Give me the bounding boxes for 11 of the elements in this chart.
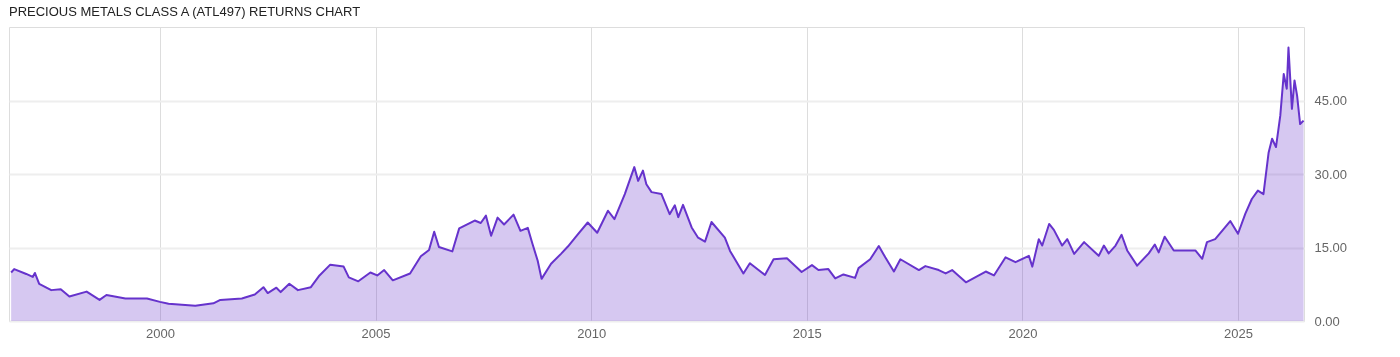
x-tick-label: 2000 [145, 325, 175, 341]
y-tick-label: 15.00 [1314, 240, 1348, 255]
x-tick-label: 2005 [361, 325, 391, 341]
x-tick-label: 2025 [1224, 325, 1253, 341]
x-tick-label: 2020 [1008, 325, 1038, 341]
y-tick-label: 30.00 [1314, 166, 1348, 182]
chart-title: PRECIOUS METALS CLASS A (ATL497) RETURNS CHART [9, 4, 361, 19]
y-tick-label: 45.00 [1314, 93, 1348, 108]
x-tick-label: 2010 [577, 325, 607, 341]
y-tick-label: 0.00 [1314, 313, 1340, 329]
x-tick-label: 2015 [792, 325, 822, 341]
